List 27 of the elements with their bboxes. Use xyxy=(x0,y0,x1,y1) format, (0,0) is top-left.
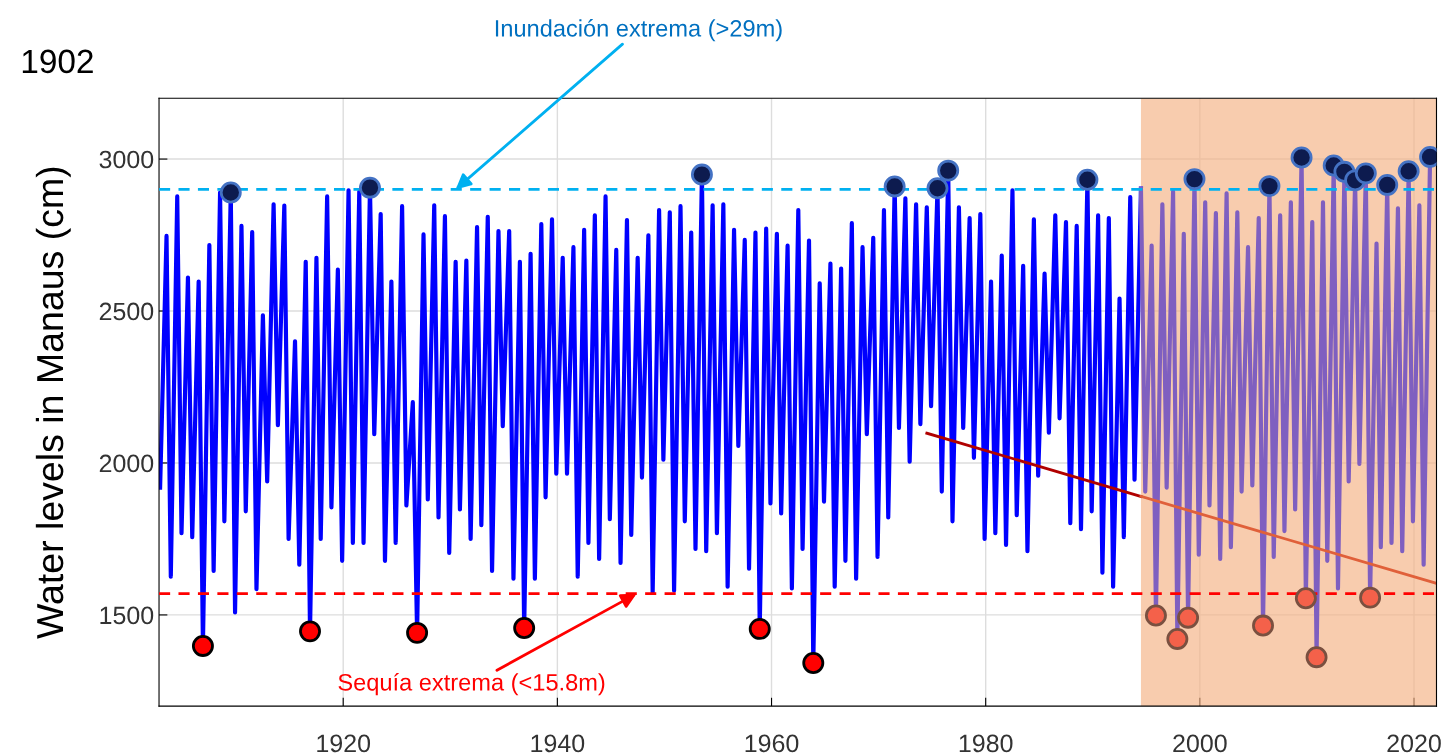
point xyxy=(926,177,949,200)
x-tick-label: 1980 xyxy=(959,734,1013,753)
x-tick-label: 2020 xyxy=(1387,734,1441,753)
x-tick-label: 1940 xyxy=(531,734,585,753)
point xyxy=(1258,175,1281,198)
y-tick-label: 3000 xyxy=(99,150,154,169)
annotation: Sequía extrema (<15.8m) xyxy=(338,673,605,696)
point xyxy=(1354,162,1377,185)
point xyxy=(359,176,381,199)
point xyxy=(1397,160,1420,183)
point xyxy=(1290,146,1313,169)
y-tick-label: 2000 xyxy=(99,454,154,473)
point xyxy=(1076,168,1099,191)
y-tick-label: 2500 xyxy=(99,302,154,321)
point xyxy=(690,163,713,186)
point xyxy=(883,175,906,198)
text: 1902 xyxy=(22,49,93,74)
x-tick-label: 1960 xyxy=(745,734,799,753)
x-tick-label: 1920 xyxy=(317,734,371,753)
x-tick-label: 2000 xyxy=(1173,734,1227,753)
point xyxy=(219,181,242,204)
point xyxy=(1376,173,1399,196)
point xyxy=(937,159,960,182)
y-axis-title: Water levels in Manaus (cm) xyxy=(35,167,71,639)
point xyxy=(1183,168,1206,191)
y-tick-label: 1500 xyxy=(100,606,154,625)
annotation: Inundación extrema (>29m) xyxy=(495,19,782,42)
